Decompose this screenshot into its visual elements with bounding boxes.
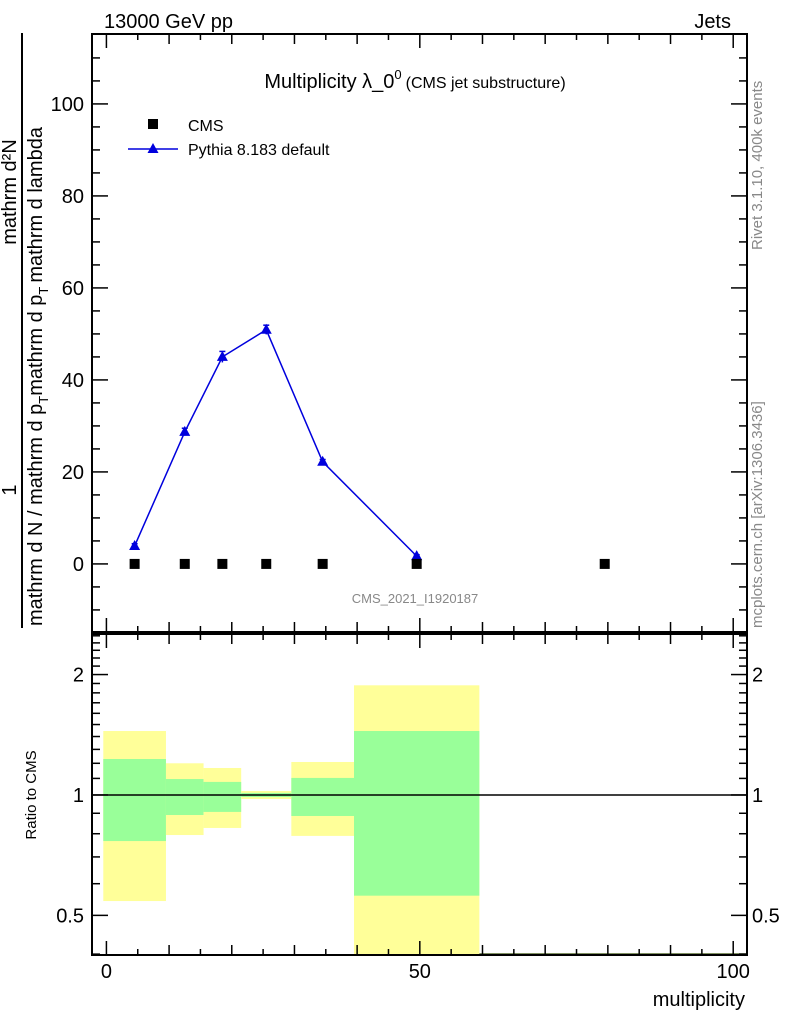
y-den-c: mathrm d lambda: [25, 126, 47, 282]
mcplots-credit: mcplots.cern.ch [arXiv:1306.3436]: [749, 401, 766, 628]
ratio-y-tick-label-left: 2: [73, 665, 84, 687]
ratio-y-tick-label-left: 0.5: [56, 905, 84, 927]
ratio-y-tick-label-left: 1: [73, 785, 84, 807]
legend: CMS Pythia 8.183 default: [128, 118, 330, 159]
x-tick-label: 100: [717, 961, 750, 983]
y-den-mid: mathrm d p: [25, 295, 47, 396]
pythia-point: [179, 425, 191, 436]
y-axis-label: 1 mathrm d²N mathrm d N / mathrm d pTmat…: [0, 33, 51, 628]
axis-ticks: 0 50 100 0 20 40 60 80 100 0.5 0.5 1 1 2 2: [51, 34, 780, 983]
legend-pythia-label: Pythia 8.183 default: [188, 142, 330, 159]
pythia-point: [260, 323, 272, 334]
ratio-band-green: [354, 731, 480, 896]
y-tick-label: 80: [62, 186, 84, 208]
cms-point: [599, 558, 610, 569]
ratio-y-tick-label-right: 1: [752, 785, 763, 807]
cms-point: [217, 558, 228, 569]
cms-point: [129, 558, 140, 569]
pythia-point: [129, 539, 141, 550]
y-label-denominator: mathrm d N / mathrm d pTmathrm d pTmathr…: [25, 126, 51, 626]
main-marks: [129, 323, 610, 569]
cms-point: [411, 558, 422, 569]
cms-point: [261, 558, 272, 569]
header-left: 13000 GeV pp: [104, 11, 233, 33]
ratio-y-tick-label-right: 0.5: [752, 905, 780, 927]
ratio-band-green: [165, 779, 204, 816]
y-tick-label: 20: [62, 462, 84, 484]
y-den-sub1: T: [36, 396, 51, 404]
y-tick-label: 0: [73, 554, 84, 576]
pythia-line: [133, 328, 418, 557]
y-den-sub2: T: [36, 287, 51, 295]
ratio-y-tick-label-right: 2: [752, 665, 763, 687]
legend-pythia-marker: [147, 143, 159, 153]
ratio-band-green: [103, 759, 166, 842]
ratio-bands: [92, 685, 747, 955]
y-tick-label: 60: [62, 278, 84, 300]
x-tick-label: 50: [409, 961, 431, 983]
cms-point: [317, 558, 328, 569]
y-den-a: mathrm d N / mathrm d p: [25, 404, 47, 626]
y-label-num2: mathrm d²N: [0, 139, 21, 245]
title-sup: 0: [394, 67, 401, 82]
chart-title: Multiplicity λ_00 (CMS jet substructure): [264, 67, 565, 93]
ratio-y-label: Ratio to CMS: [23, 750, 40, 839]
pythia-point: [411, 550, 423, 561]
y-label-num1: 1: [0, 484, 21, 495]
rivet-version: Rivet 3.1.10, 400k events: [749, 81, 766, 250]
title-sub: (CMS jet substructure): [406, 75, 566, 92]
ratio-band-green: [203, 781, 242, 812]
ratio-band-green: [291, 777, 354, 816]
pythia-point: [216, 350, 228, 361]
header-right: Jets: [694, 11, 731, 33]
x-axis-label: multiplicity: [653, 989, 745, 1011]
y-tick-label: 100: [51, 94, 84, 116]
pythia-point: [317, 455, 329, 466]
cms-point: [179, 558, 190, 569]
x-tick-label: 0: [101, 961, 112, 983]
title-main: Multiplicity λ_0: [264, 71, 394, 93]
legend-cms-marker: [148, 119, 158, 129]
analysis-id: CMS_2021_I1920187: [352, 591, 479, 606]
legend-cms-label: CMS: [188, 118, 224, 135]
y-tick-label: 40: [62, 370, 84, 392]
